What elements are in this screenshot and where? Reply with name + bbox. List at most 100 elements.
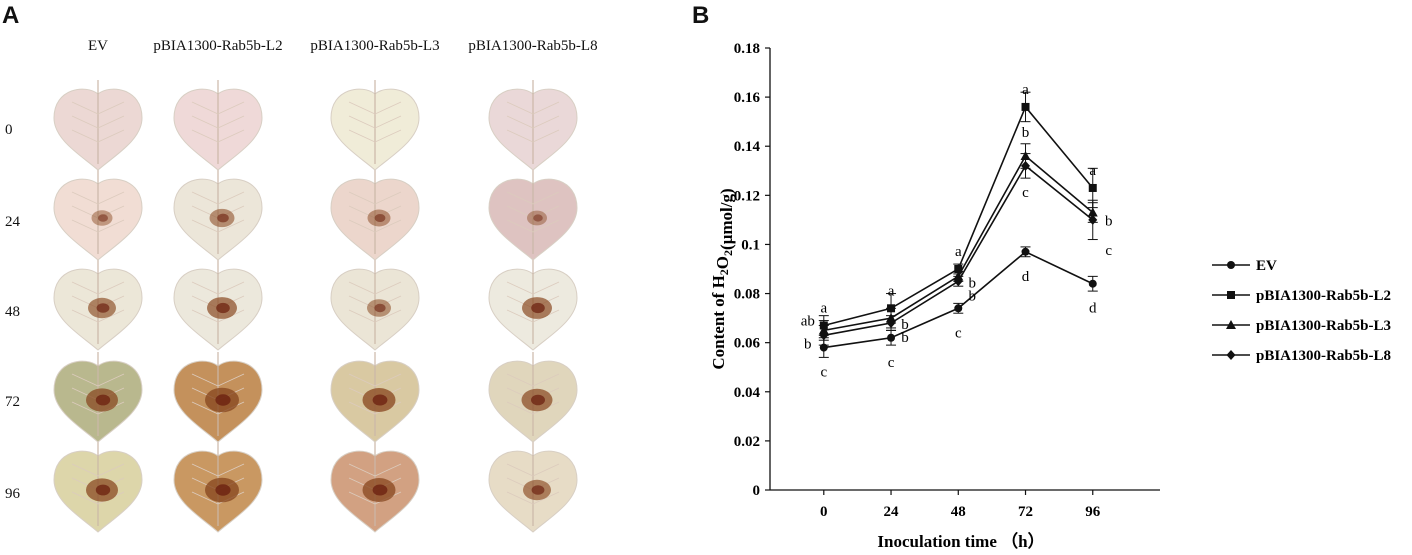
series-line [823,105,1094,327]
significance-letter: c [888,355,895,371]
leaf-photo [488,170,578,261]
leaf-photo [53,260,143,351]
leaf-photo [173,260,263,351]
x-tick-label: 72 [1018,504,1033,520]
legend-label: pBIA1300-Rab5b-L8 [1256,348,1391,364]
y-tick-label: 0.14 [734,139,761,155]
y-tick-label: 0.08 [734,287,760,303]
significance-letter: b [901,317,909,333]
data-point [954,265,963,273]
significance-letter: ab [801,313,815,329]
x-tick-label: 96 [1085,504,1101,520]
data-point [1088,214,1098,225]
significance-letter: b [969,275,977,291]
column-label-l2: pBIA1300-Rab5b-L2 [153,38,283,54]
leaf-photo [53,170,143,261]
significance-letter: c [955,325,962,341]
data-point [1226,350,1236,360]
significance-letter: b [969,288,977,304]
row-label-0: 0 [5,122,13,138]
significance-letter: a [1089,163,1096,179]
data-point [1021,247,1030,256]
significance-letter: b [901,330,909,346]
column-label-ev: EV [88,38,108,54]
significance-letter: c [1022,185,1029,201]
y-tick-label: 0.16 [734,90,761,106]
legend-entry: pBIA1300-Rab5b-L3 [1212,318,1391,334]
significance-letter: a [888,283,895,299]
legend-entry: pBIA1300-Rab5b-L8 [1212,348,1391,364]
significance-letter: c [820,365,827,381]
significance-letter: b [1105,214,1113,230]
column-label-l3: pBIA1300-Rab5b-L3 [310,38,440,54]
data-point [1227,261,1235,269]
data-point [1021,102,1030,111]
leaf-photo [488,442,578,533]
x-tick-label: 48 [951,504,966,520]
leaf-photo [173,352,263,443]
y-tick-label: 0.04 [734,385,761,401]
data-point [953,276,963,287]
panel-b: B 0 0.02 0.04 0.06 0.08 0.1 0.12 0.14 0.16 0.18 0 2… [692,0,1412,555]
data-point [1021,160,1031,171]
y-tick-label: 0.1 [741,237,760,253]
row-label-72: 72 [5,394,20,410]
significance-letter: a [1022,82,1029,98]
x-tick-label: 24 [884,504,900,520]
y-tick-label: 0.12 [734,188,760,204]
legend-label: pBIA1300-Rab5b-L2 [1256,288,1391,304]
row-label-48: 48 [5,304,20,320]
data-point [1088,183,1097,192]
leaf-photo [53,352,143,443]
panel-a: A EV pBIA1300-Rab5b-L2 pBIA1300-Rab5b-L3… [0,0,660,555]
data-point [1227,291,1235,299]
leaf-photo [53,80,143,171]
legend-label: pBIA1300-Rab5b-L3 [1256,318,1391,334]
y-tick-label: 0.02 [734,434,760,450]
data-point [886,318,896,329]
series-1: a a a a a [818,82,1098,336]
data-point [819,330,829,341]
leaf-photo [330,352,420,443]
series-0: c c c d d [818,246,1098,381]
h2o2-line-chart: 0 0.02 0.04 0.06 0.08 0.1 0.12 0.14 0.16 0.18 0 24 4… [709,41,1391,551]
y-tick-label: 0.06 [734,336,761,352]
significance-letter: d [1089,301,1097,317]
panel-a-letter: A [2,2,20,29]
significance-letter: b [1022,125,1030,141]
significance-letter: a [955,244,962,260]
leaf-photo [330,260,420,351]
y-tick-label: 0 [753,483,761,499]
data-point [954,304,963,313]
leaf-photo [330,442,420,533]
leaf-photo [330,80,420,171]
leaf-photo [488,352,578,443]
column-label-l8: pBIA1300-Rab5b-L8 [468,38,598,54]
leaf-photo [488,80,578,171]
significance-letter: d [1022,269,1030,285]
panel-b-letter: B [692,2,710,29]
data-point [887,333,896,342]
row-label-24: 24 [5,214,20,230]
x-axis-label: Inoculation time （h） [877,531,1044,551]
leaf-photo-grid [53,80,578,533]
leaf-photo [488,260,578,351]
leaf-photo [173,442,263,533]
legend-entry: EV [1212,258,1277,274]
data-point [1226,320,1236,329]
leaf-photo [53,442,143,533]
y-tick-label: 0.18 [734,41,760,57]
row-label-96: 96 [5,486,20,502]
legend-entry: pBIA1300-Rab5b-L2 [1212,288,1391,304]
y-axis-label: Content of H2O2(μmol/g) [709,188,736,369]
x-tick-label: 0 [820,504,828,520]
significance-letter: c [1105,243,1112,259]
legend-label: EV [1256,258,1277,274]
leaf-photo [330,170,420,261]
data-point [1088,279,1097,288]
leaf-photo [173,80,263,171]
leaf-photo [173,170,263,261]
significance-letter: a [820,300,827,316]
significance-letter: b [804,336,812,352]
